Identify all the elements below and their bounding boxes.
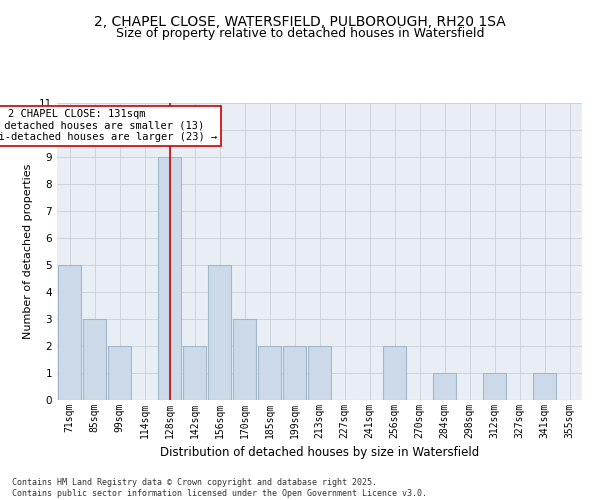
Bar <box>108 346 131 400</box>
Bar <box>158 156 181 400</box>
Bar <box>483 373 506 400</box>
Bar <box>83 319 106 400</box>
Bar <box>533 373 556 400</box>
Bar <box>208 265 231 400</box>
Bar <box>233 319 256 400</box>
Text: 2 CHAPEL CLOSE: 131sqm
← 35% of detached houses are smaller (13)
62% of semi-det: 2 CHAPEL CLOSE: 131sqm ← 35% of detached… <box>0 110 217 142</box>
Y-axis label: Number of detached properties: Number of detached properties <box>23 164 34 339</box>
Text: Size of property relative to detached houses in Watersfield: Size of property relative to detached ho… <box>116 28 484 40</box>
Bar <box>183 346 206 400</box>
Bar <box>433 373 456 400</box>
Text: Contains HM Land Registry data © Crown copyright and database right 2025.
Contai: Contains HM Land Registry data © Crown c… <box>12 478 427 498</box>
Text: 2, CHAPEL CLOSE, WATERSFIELD, PULBOROUGH, RH20 1SA: 2, CHAPEL CLOSE, WATERSFIELD, PULBOROUGH… <box>94 15 506 29</box>
Bar <box>283 346 306 400</box>
Bar <box>58 265 81 400</box>
Bar <box>308 346 331 400</box>
Bar <box>383 346 406 400</box>
X-axis label: Distribution of detached houses by size in Watersfield: Distribution of detached houses by size … <box>160 446 479 460</box>
Bar <box>258 346 281 400</box>
